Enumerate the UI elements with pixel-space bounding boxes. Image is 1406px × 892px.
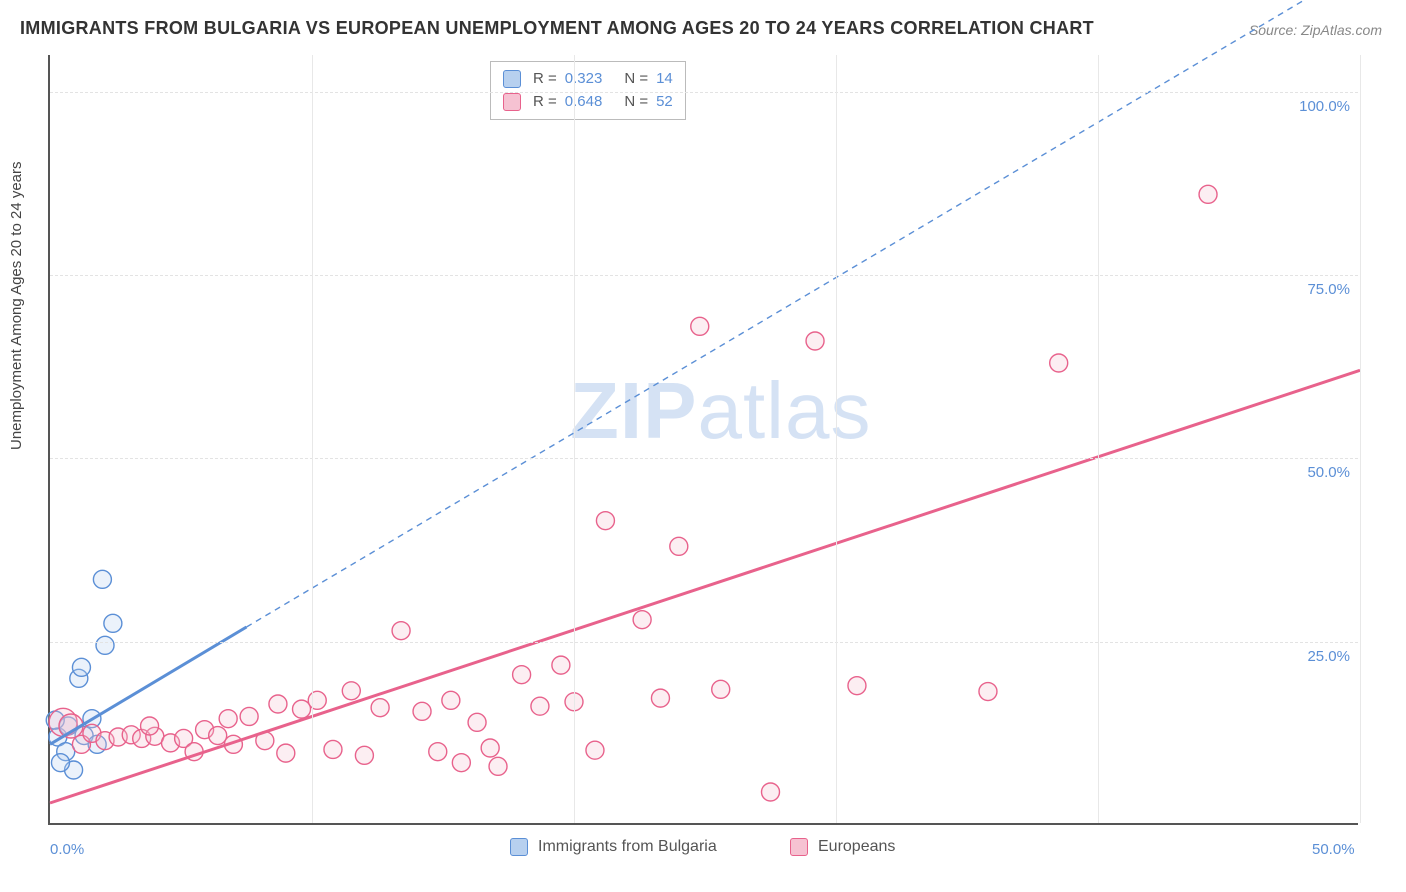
scatter-point-europeans — [277, 744, 295, 762]
chart-svg — [50, 55, 1358, 823]
scatter-point-europeans — [308, 691, 326, 709]
scatter-point-europeans — [413, 702, 431, 720]
scatter-point-europeans — [848, 677, 866, 695]
stats-legend: R = 0.323 N = 14 R = 0.648 N = 52 — [490, 61, 686, 120]
scatter-point-europeans — [392, 622, 410, 640]
scatter-point-europeans — [293, 700, 311, 718]
scatter-point-europeans — [240, 707, 258, 725]
scatter-point-europeans — [513, 666, 531, 684]
n-label: N = — [624, 91, 648, 114]
scatter-point-europeans — [468, 713, 486, 731]
scatter-point-europeans — [269, 695, 287, 713]
scatter-point-bulgaria — [72, 658, 90, 676]
swatch-bulgaria — [510, 838, 528, 856]
x-tick-label: 0.0% — [50, 841, 84, 858]
y-tick-label: 100.0% — [1299, 98, 1350, 115]
scatter-point-europeans — [979, 683, 997, 701]
legend-label: Immigrants from Bulgaria — [538, 838, 717, 856]
scatter-point-europeans — [342, 682, 360, 700]
y-axis-label: Unemployment Among Ages 20 to 24 years — [8, 161, 25, 450]
scatter-point-bulgaria — [104, 614, 122, 632]
r-label: R = — [533, 91, 557, 114]
scatter-point-europeans — [489, 757, 507, 775]
swatch-europeans — [790, 838, 808, 856]
scatter-point-europeans — [586, 741, 604, 759]
plot-area: ZIPatlas R = 0.323 N = 14 R = 0.648 N = … — [48, 55, 1358, 825]
stats-legend-row: R = 0.648 N = 52 — [503, 91, 673, 114]
scatter-point-europeans — [651, 689, 669, 707]
scatter-point-europeans — [481, 739, 499, 757]
series-legend-bulgaria: Immigrants from Bulgaria — [510, 838, 717, 856]
n-value: 52 — [656, 91, 673, 114]
scatter-point-europeans — [531, 697, 549, 715]
swatch-bulgaria — [503, 70, 521, 88]
scatter-point-bulgaria — [96, 636, 114, 654]
r-value: 0.648 — [565, 91, 603, 114]
regression-line-dashed-bulgaria — [247, 0, 1361, 627]
stats-legend-row: R = 0.323 N = 14 — [503, 68, 673, 91]
scatter-point-europeans — [633, 611, 651, 629]
scatter-point-europeans — [442, 691, 460, 709]
scatter-point-europeans — [712, 680, 730, 698]
scatter-point-europeans — [355, 746, 373, 764]
scatter-point-europeans — [691, 317, 709, 335]
scatter-point-europeans — [1199, 185, 1217, 203]
source-attribution: Source: ZipAtlas.com — [1249, 22, 1382, 38]
scatter-point-europeans — [209, 727, 227, 745]
regression-line-europeans — [50, 370, 1360, 803]
scatter-point-europeans — [762, 783, 780, 801]
chart-title: IMMIGRANTS FROM BULGARIA VS EUROPEAN UNE… — [20, 18, 1094, 39]
scatter-point-europeans — [452, 754, 470, 772]
y-tick-label: 75.0% — [1307, 281, 1350, 298]
series-legend-europeans: Europeans — [790, 838, 895, 856]
r-label: R = — [533, 68, 557, 91]
y-tick-label: 25.0% — [1307, 648, 1350, 665]
scatter-point-europeans — [324, 740, 342, 758]
scatter-point-europeans — [219, 710, 237, 728]
swatch-europeans — [503, 93, 521, 111]
scatter-point-europeans — [596, 512, 614, 530]
n-value: 14 — [656, 68, 673, 91]
scatter-point-europeans — [371, 699, 389, 717]
scatter-point-bulgaria — [51, 754, 69, 772]
scatter-point-bulgaria — [93, 570, 111, 588]
scatter-point-europeans — [806, 332, 824, 350]
n-label: N = — [624, 68, 648, 91]
scatter-point-europeans — [1050, 354, 1068, 372]
y-tick-label: 50.0% — [1307, 464, 1350, 481]
scatter-point-europeans — [670, 537, 688, 555]
r-value: 0.323 — [565, 68, 603, 91]
legend-label: Europeans — [818, 838, 895, 856]
x-tick-label: 50.0% — [1312, 841, 1355, 858]
scatter-point-europeans — [429, 743, 447, 761]
scatter-point-europeans — [141, 717, 159, 735]
scatter-point-europeans — [552, 656, 570, 674]
